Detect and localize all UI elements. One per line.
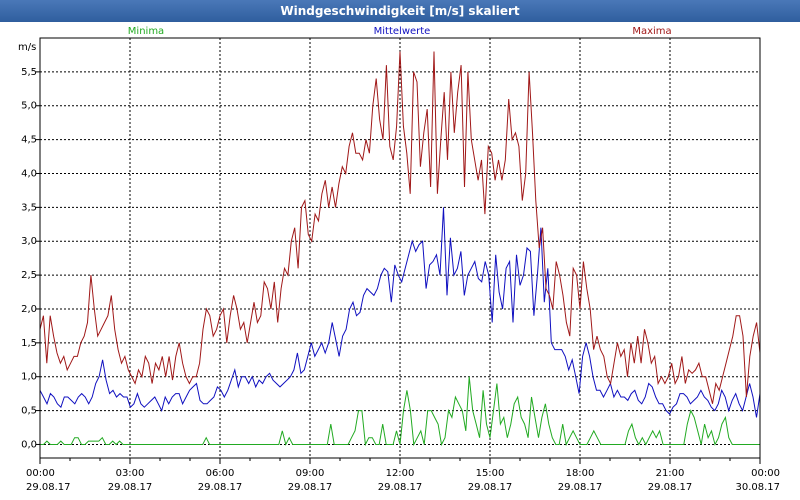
x-tick-date: 30.08.17 [735, 482, 780, 493]
grid-lines [40, 38, 760, 458]
x-tick-time: 21:00 [656, 468, 685, 479]
window-title: Windgeschwindigkeit [m/s] skaliert [0, 0, 800, 22]
chart-background [0, 22, 800, 500]
x-tick-date: 29.08.17 [648, 482, 693, 493]
x-tick-date: 29.08.17 [558, 482, 603, 493]
y-tick-label: 0,5 [21, 406, 37, 417]
x-tick-time: 03:00 [116, 468, 145, 479]
x-tick-date: 29.08.17 [26, 482, 71, 493]
y-tick-label: 1,0 [21, 372, 37, 383]
x-tick-date: 29.08.17 [468, 482, 513, 493]
legend-mittelwerte: Mittelwerte [374, 26, 431, 37]
axes: 0,0 0,5 1,0 1,5 2,0 2,5 3,0 3,5 4,0 4,5 5,0 5,5 00:0… [21, 67, 780, 493]
x-tick-time: 06:00 [206, 468, 235, 479]
y-tick-label: 2,5 [21, 270, 37, 281]
x-tick-time: 00:00 [26, 468, 55, 479]
y-tick-label: 3,0 [21, 236, 37, 247]
series-line-mittelwerte [39, 207, 761, 418]
y-tick-label: 1,5 [21, 338, 37, 349]
y-tick-label: 3,5 [21, 202, 37, 213]
x-tick-date: 29.08.17 [198, 482, 243, 493]
x-tick-time: 09:00 [296, 468, 325, 479]
legend-maxima: Maxima [632, 26, 671, 37]
x-tick-time: 15:00 [476, 468, 505, 479]
y-tick-label: 5,5 [21, 67, 37, 78]
y-tick-label: 2,0 [21, 304, 37, 315]
series-line-maxima [39, 51, 761, 404]
chart-svg: 0,0 0,5 1,0 1,5 2,0 2,5 3,0 3,5 4,0 4,5 5,0 5,5 00:0… [0, 22, 800, 500]
x-tick-time: 12:00 [386, 468, 415, 479]
y-axis-label: m/s [18, 42, 36, 53]
x-tick-time: 18:00 [566, 468, 595, 479]
x-tick-date: 29.08.17 [378, 482, 423, 493]
x-tick-date: 29.08.17 [108, 482, 153, 493]
series-line-minima [40, 376, 760, 447]
y-tick-label: 4,5 [21, 135, 37, 146]
y-tick-label: 5,0 [21, 101, 37, 112]
y-tick-label: 4,0 [21, 168, 37, 179]
x-tick-time: 00:00 [751, 468, 780, 479]
legend-minima: Minima [128, 26, 164, 37]
x-tick-date: 29.08.17 [288, 482, 333, 493]
y-tick-label: 0,0 [21, 439, 37, 450]
series-lines [39, 51, 761, 447]
